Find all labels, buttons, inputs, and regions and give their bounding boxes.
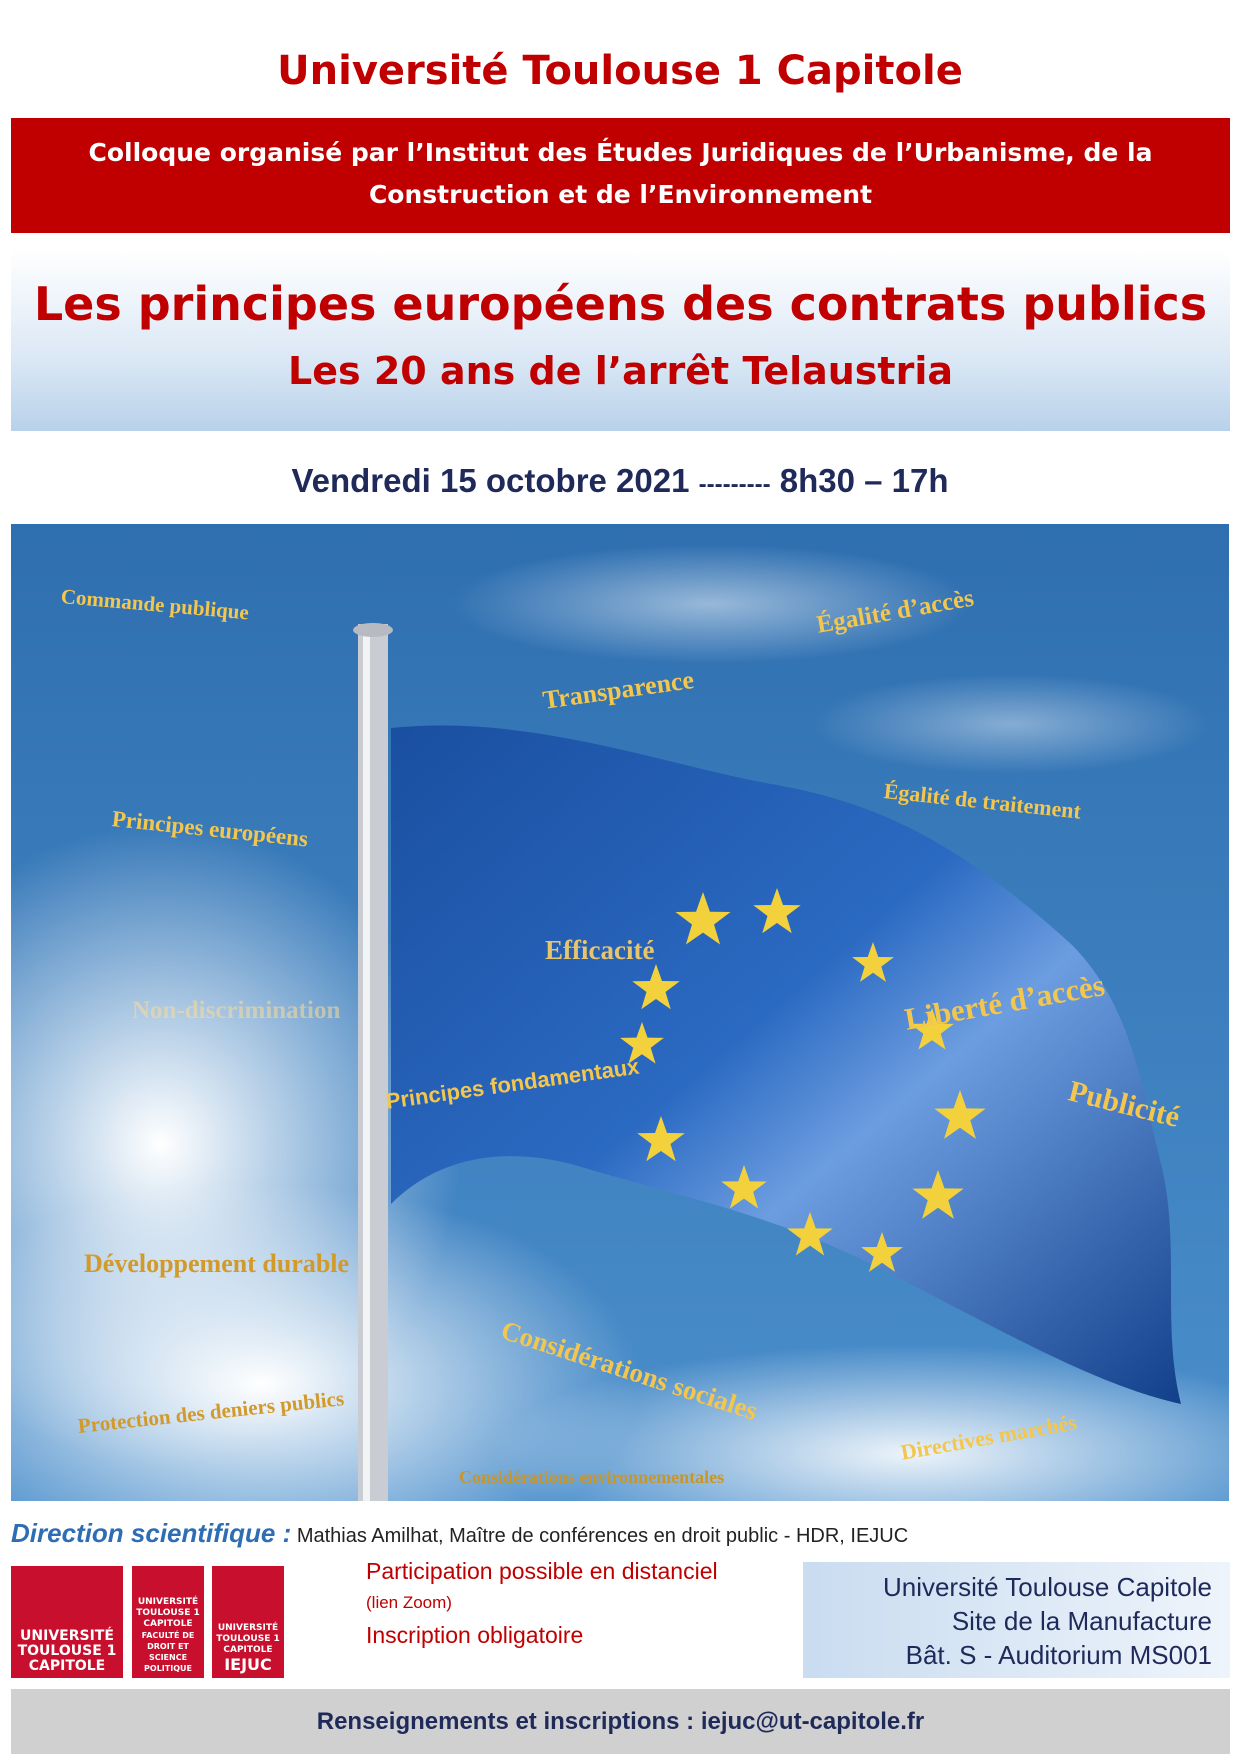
direction-text: Mathias Amilhat, Maître de conférences e…	[296, 1525, 909, 1547]
address-line: Site de la Manufacture	[951, 1606, 1212, 1636]
logo-text: TOULOUSE 1	[216, 1634, 280, 1644]
logo: UNIVERSITÉ TOULOUSE 1 CAPITOLE	[11, 1566, 123, 1678]
logo-text: UNIVERSITÉ	[217, 1623, 279, 1633]
keyword: Non-discrimination	[132, 997, 341, 1024]
keyword: Efficacité	[545, 935, 655, 965]
photo-art	[11, 524, 1229, 1501]
logo-text: CAPITOLE	[28, 1658, 106, 1674]
address-box: Université Toulouse Capitole Site de la …	[803, 1562, 1230, 1678]
university-title: Université Toulouse 1 Capitole	[277, 48, 963, 94]
logo: UNIVERSITÉ TOULOUSE 1 CAPITOLE FACULTÉ DE D…	[132, 1566, 204, 1678]
footer: Renseignements et inscriptions : iejuc@u…	[11, 1689, 1230, 1754]
logo-text: TOULOUSE 1	[17, 1643, 117, 1659]
logo-text: FACULTÉ DE DROIT ET SCIENCE POLITIQUE	[141, 1631, 195, 1673]
participation-line: Inscription obligatoire	[366, 1622, 584, 1648]
event-title: Les principes européens des contrats pub…	[33, 277, 1208, 331]
logo-text: CAPITOLE	[143, 1619, 193, 1629]
address-line: Université Toulouse Capitole	[882, 1572, 1212, 1602]
logo-text: CAPITOLE	[223, 1645, 273, 1655]
title-band: Les principes européens des contrats pub…	[11, 249, 1230, 431]
participation-line: Participation possible en distanciel	[366, 1558, 718, 1584]
direction: Direction scientifique : Mathias Amilhat…	[11, 1518, 908, 1549]
event-subtitle: Les 20 ans de l’arrêt Telaustria	[288, 349, 953, 393]
keyword: Considérations environnementales	[459, 1467, 725, 1487]
separator: ---------	[698, 471, 771, 498]
flag-photo: Commande publique Égalité d’accès Transpar…	[11, 524, 1229, 1501]
logo-text: TOULOUSE 1	[136, 1608, 200, 1618]
organizer-band: Colloque organisé par l’Institut des Étu…	[11, 118, 1230, 233]
logo-text: UNIVERSITÉ	[20, 1628, 114, 1644]
direction-label: Direction scientifique :	[11, 1518, 292, 1548]
logo-text: UNIVERSITÉ	[137, 1597, 199, 1607]
band-line: Colloque organisé par l’Institut des Étu…	[88, 138, 1153, 167]
participation-line: (lien Zoom)	[366, 1593, 452, 1612]
date: Vendredi 15 octobre 2021	[291, 462, 690, 499]
logo: UNIVERSITÉ TOULOUSE 1 CAPITOLE IEJUC	[212, 1566, 284, 1678]
date-line: Vendredi 15 octobre 2021 --------- 8h30 …	[0, 462, 1240, 500]
band-line: Construction et de l’Environnement	[368, 180, 873, 209]
time: 8h30 – 17h	[779, 462, 949, 499]
keyword: Développement durable	[84, 1249, 350, 1278]
logo-text: IEJUC	[224, 1655, 272, 1674]
participation: Participation possible en distanciel (li…	[366, 1555, 718, 1651]
address-line: Bât. S - Auditorium MS001	[905, 1640, 1212, 1670]
